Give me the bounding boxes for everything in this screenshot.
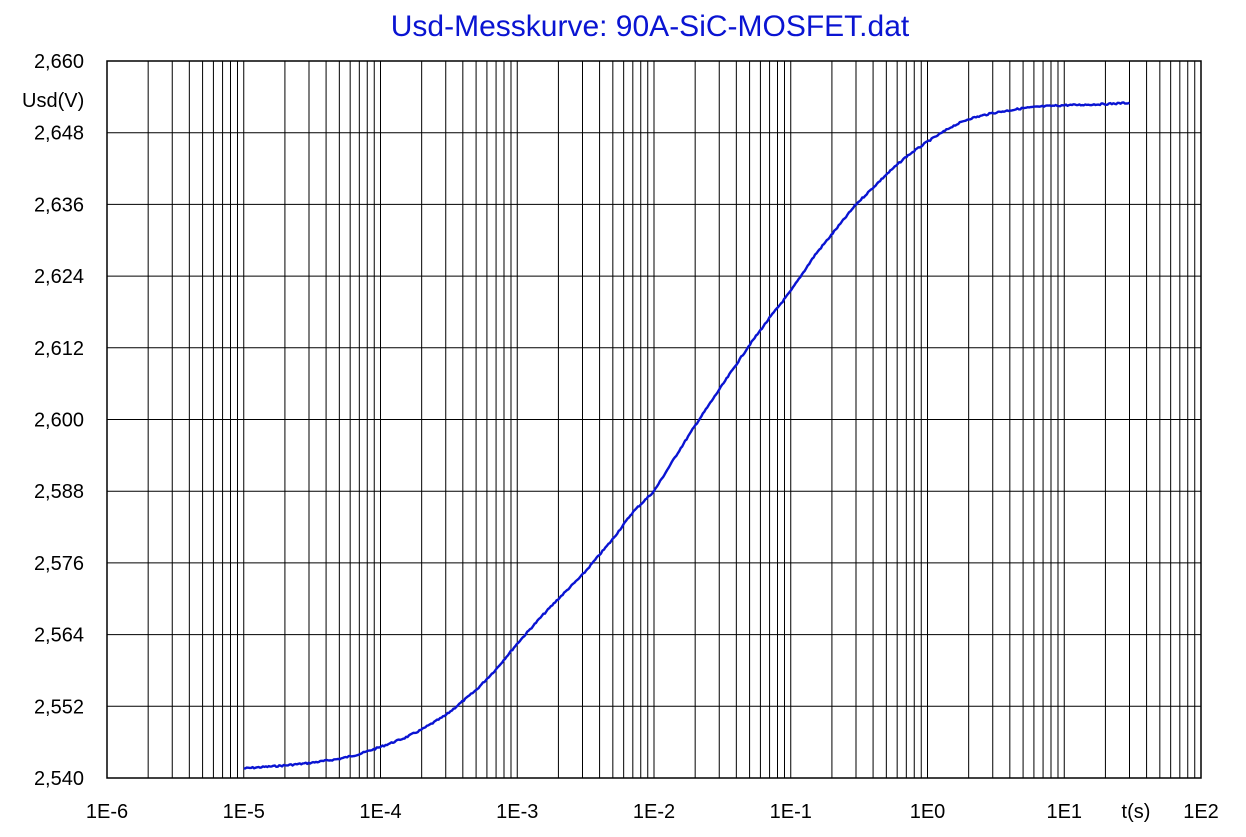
- plot-frame: [106, 60, 1202, 779]
- x-tick-label: 1E-6: [86, 801, 128, 823]
- y-tick-label: 2,564: [34, 625, 84, 647]
- chart-title: Usd-Messkurve: 90A-SiC-MOSFET.dat: [391, 10, 910, 43]
- x-tick-label: 1E-1: [770, 801, 812, 823]
- y-axis-label: Usd(V): [22, 90, 84, 112]
- series-line: [243, 101, 1130, 770]
- grid-major: [106, 60, 1201, 779]
- x-tick-labels: 1E-6 1E-5 1E-4 1E-3 1E-2 1E-1 1E0 1E1 1E2: [86, 801, 1219, 823]
- x-tick-label: 1E-4: [359, 801, 401, 823]
- x-axis-label: t(s): [1122, 801, 1151, 823]
- y-tick-label: 2,624: [34, 266, 84, 288]
- y-tick-label: 2,612: [34, 338, 84, 360]
- x-tick-label: 1E-2: [633, 801, 675, 823]
- y-tick-label: 2,648: [34, 123, 84, 145]
- x-tick-label: 1E2: [1183, 801, 1219, 823]
- y-tick-labels: 2,540 2,552 2,564 2,576 2,588 2,600 2,612 2,624…: [34, 51, 84, 790]
- y-tick-label: 2,636: [34, 194, 84, 216]
- y-tick-label: 2,552: [34, 696, 84, 718]
- y-tick-label: 2,588: [34, 481, 84, 503]
- x-tick-label: 1E-3: [496, 801, 538, 823]
- y-tick-label: 2,540: [34, 768, 84, 790]
- y-tick-label: 2,576: [34, 553, 84, 575]
- x-tick-label: 1E-5: [223, 801, 265, 823]
- x-tick-label: 1E0: [910, 801, 946, 823]
- x-tick-label: 1E1: [1046, 801, 1082, 823]
- series-layer: [243, 101, 1130, 770]
- y-tick-label: 2,660: [34, 51, 84, 73]
- y-tick-label: 2,600: [34, 410, 84, 432]
